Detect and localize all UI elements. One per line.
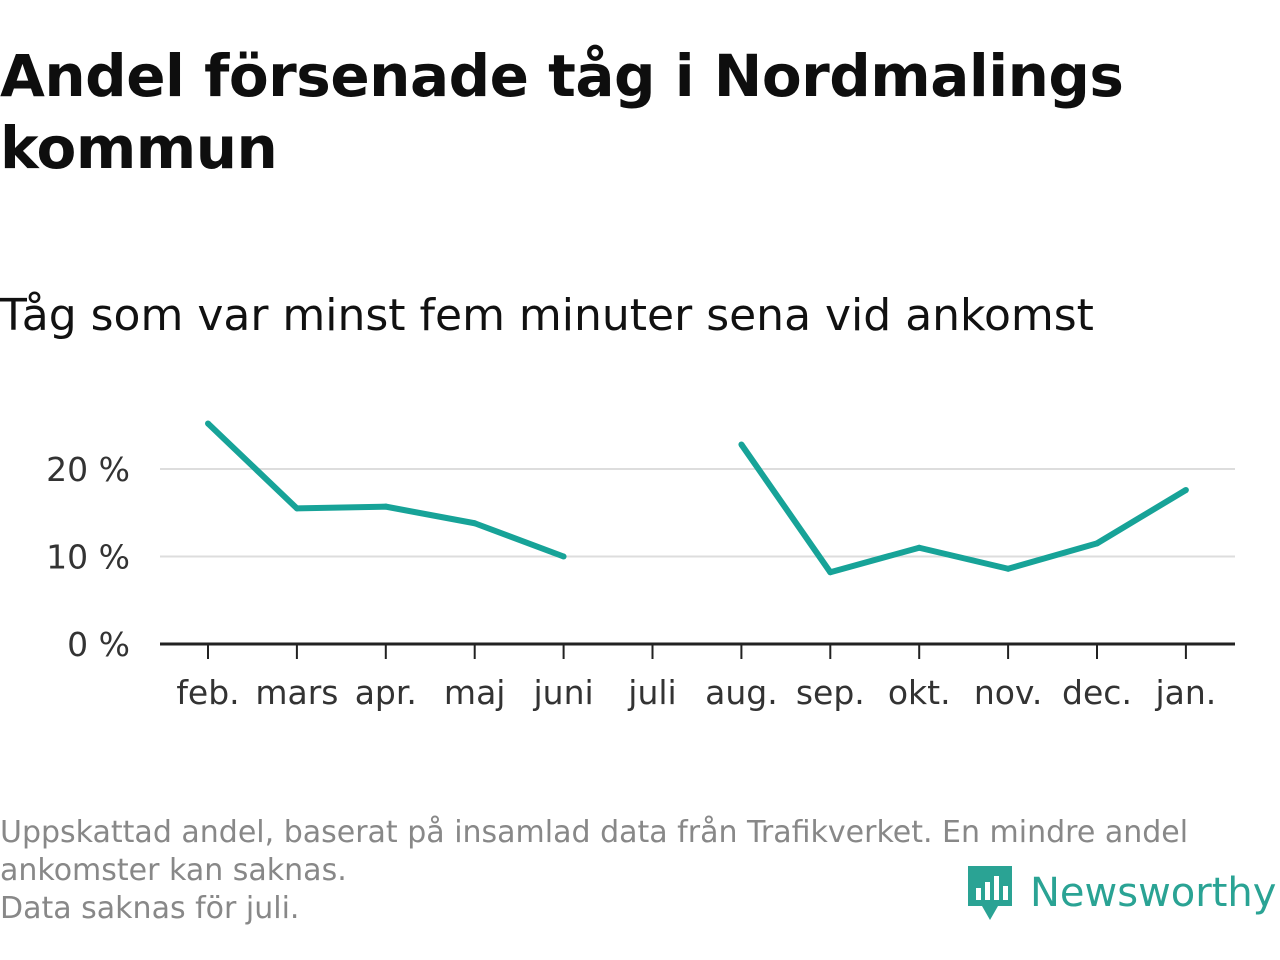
series-line: [205, 421, 565, 560]
x-tick-label: nov.: [974, 673, 1043, 712]
y-axis-labels: 0 % 10 % 20 %: [46, 450, 130, 664]
data-point: [1005, 565, 1012, 572]
footnote-line: Uppskattad andel, baserat på insamlad da…: [0, 815, 1189, 850]
data-point: [471, 520, 478, 527]
chart-subtitle: Tåg som var minst fem minuter sena vid a…: [0, 290, 1094, 341]
footnote-line: ankomster kan saknas.: [0, 853, 347, 888]
data-point: [827, 569, 834, 576]
data-point: [1182, 487, 1189, 493]
x-tick-label: mars: [255, 673, 338, 712]
data-point: [1094, 540, 1100, 547]
newsworthy-logo-icon: [968, 866, 1012, 920]
x-tick-label: okt.: [888, 673, 951, 712]
x-tick-label: juni: [533, 673, 594, 712]
data-point: [916, 544, 923, 551]
data-point: [738, 441, 745, 448]
footnote-line: Data saknas för juli.: [0, 891, 300, 926]
x-tick-label: jan.: [1155, 673, 1217, 712]
x-axis-labels: feb. mars apr. maj juni juli aug. sep. okt. nov. d…: [176, 673, 1216, 712]
x-tick-label: aug.: [705, 673, 778, 712]
series-lines: [205, 420, 1189, 576]
x-tick-label: maj: [444, 673, 506, 712]
y-tick-label: 10 %: [46, 538, 130, 577]
series-line: [738, 442, 1188, 576]
brand-name: Newsworthy: [1030, 870, 1277, 916]
x-tick-label: dec.: [1062, 673, 1132, 712]
y-tick-label: 0 %: [67, 625, 130, 664]
x-tick-label: apr.: [355, 673, 417, 712]
data-point: [205, 420, 211, 427]
footnote: Uppskattad andel, baserat på insamlad da…: [0, 814, 1260, 928]
y-tick-label: 20 %: [46, 450, 130, 489]
x-tick-label: feb.: [176, 673, 239, 712]
chart-title: Andel försenade tåg i Nordmalings kommun: [0, 42, 1124, 182]
data-point: [293, 505, 300, 512]
newsworthy-logo: Newsworthy: [964, 862, 1276, 924]
data-point: [382, 503, 389, 510]
line-chart: 0 % 10 % 20 % feb. mars apr. maj juni juli aug. s…: [46, 420, 1235, 712]
x-tick-label: sep.: [796, 673, 865, 712]
gridlines: [160, 468, 1235, 558]
x-axis: [160, 642, 1235, 659]
data-point: [560, 553, 567, 560]
x-tick-label: juli: [627, 673, 676, 712]
